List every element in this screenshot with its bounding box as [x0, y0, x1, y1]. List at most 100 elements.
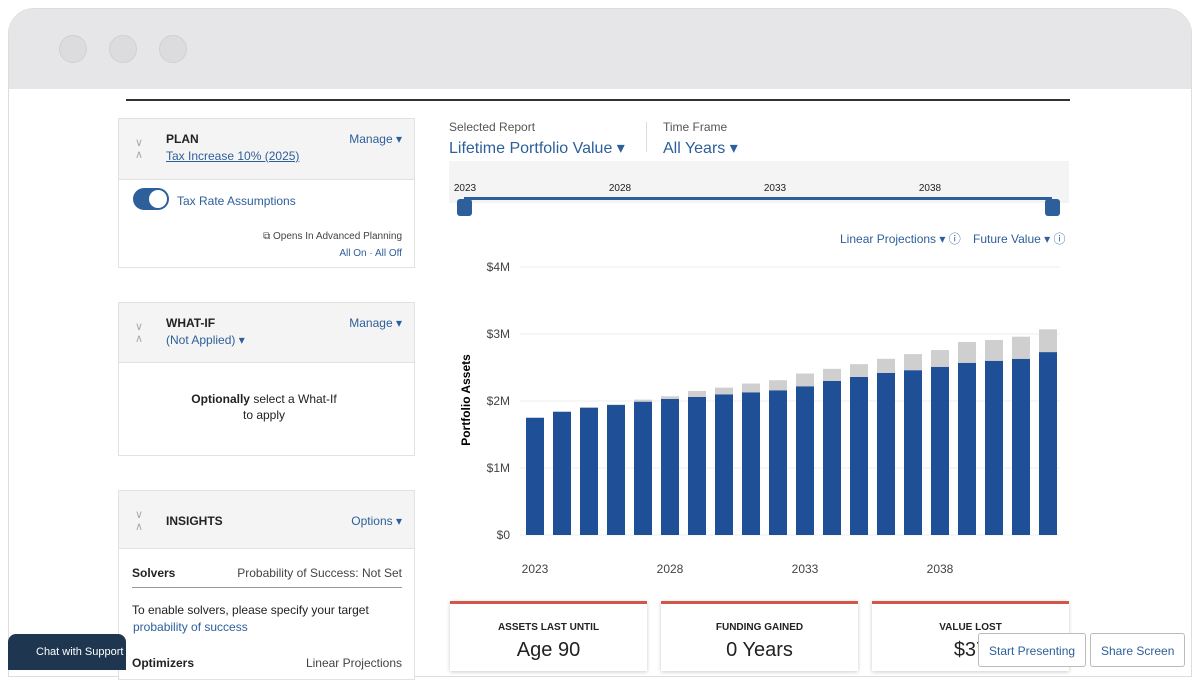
- bar: [661, 398, 679, 535]
- bar: [931, 366, 949, 535]
- note: ⧉ Opens In Advanced Planning: [263, 231, 402, 242]
- card-label: ASSETS LAST UNTIL: [497, 622, 600, 633]
- manage-text: Manage: [349, 132, 393, 146]
- projection-select[interactable]: Linear Projections ▾ ⓘ: [840, 232, 961, 246]
- message: select a What-If to apply: [242, 392, 337, 422]
- x-tick-label: 2033: [792, 562, 819, 576]
- y-tick-label: $3M: [487, 327, 510, 341]
- message-bold: Optionally: [191, 392, 250, 406]
- bar: [796, 386, 814, 535]
- bar: [580, 407, 598, 408]
- bar: [526, 417, 544, 535]
- bar: [661, 396, 679, 399]
- bar: [1012, 358, 1030, 535]
- share-screen[interactable]: Share Screen: [1090, 633, 1186, 667]
- status-text: (Not Applied): [166, 333, 236, 347]
- plan-link[interactable]: Tax Increase 10% (2025): [166, 149, 300, 163]
- optimizers: Optimizers: [132, 656, 195, 670]
- value-select[interactable]: Future Value ▾ ⓘ: [973, 232, 1066, 246]
- whatif-status[interactable]: (Not Applied) ▾: [166, 333, 245, 347]
- enable-link[interactable]: probability of success: [133, 620, 248, 634]
- all-on[interactable]: All On: [339, 248, 367, 259]
- manage[interactable]: Manage ▾: [349, 132, 402, 146]
- value-text: Future Value: [973, 232, 1041, 246]
- toggle-label[interactable]: Tax Rate Assumptions: [177, 194, 296, 208]
- bar: [715, 394, 733, 535]
- y-tick-label: $1M: [487, 461, 510, 475]
- options-text: Options: [351, 514, 393, 528]
- plan-panel: ∨ ∧ PLAN Manage ▾ Tax Increase 10% (2025)…: [118, 118, 415, 268]
- bar: [1039, 329, 1057, 353]
- bar: [580, 407, 598, 535]
- projection-text: Linear Projections: [840, 232, 937, 246]
- bar: [769, 390, 787, 535]
- manage[interactable]: Manage ▾: [349, 316, 402, 330]
- report-select[interactable]: Lifetime Portfolio Value ▾: [449, 140, 625, 157]
- whatif-message: Optionally select a What-If to apply: [189, 391, 339, 423]
- solvers: Solvers: [132, 566, 176, 580]
- all-off[interactable]: All Off: [374, 248, 402, 259]
- timeline: 2023 2028 2033 2038: [449, 161, 1069, 216]
- y-axis-title: Portfolio Assets: [459, 354, 473, 446]
- browser-chrome: [9, 9, 1191, 89]
- report-label: Selected Report: [449, 120, 536, 134]
- bar: [607, 404, 625, 406]
- bar: [634, 399, 652, 402]
- y-tick-label: $0: [497, 528, 511, 542]
- bar: [688, 396, 706, 535]
- bar: [985, 360, 1003, 535]
- window-button[interactable]: [109, 35, 137, 63]
- bar: [634, 401, 652, 535]
- timeline-label: 2023: [453, 183, 477, 194]
- projections: Linear Projections: [305, 656, 402, 670]
- manage-text: Manage: [349, 316, 393, 330]
- bar: [823, 380, 841, 535]
- y-tick-label: $4M: [487, 260, 510, 274]
- options[interactable]: Options ▾: [351, 514, 402, 528]
- insights-panel: ∨ ∧ INSIGHTS Options ▾ Solvers Probabilit…: [118, 490, 415, 680]
- y-tick-label: $2M: [487, 394, 510, 408]
- card-value: 0 Years: [726, 639, 793, 661]
- toggle-all: All On · All Off: [339, 248, 402, 259]
- bar: [904, 354, 922, 371]
- card-value: Age 90: [516, 639, 581, 661]
- bar: [715, 387, 733, 395]
- summary-card: FUNDING GAINED 0 Years: [661, 601, 858, 671]
- timeframe-value: All Years: [663, 140, 726, 157]
- chat-support[interactable]: Chat with Support: [8, 634, 126, 670]
- x-tick-label: 2028: [657, 562, 684, 576]
- chart: Portfolio Assets $0 $1M $2M $3M $4M 2023 2028 2…: [459, 260, 1060, 576]
- timeline-label: 2038: [918, 183, 942, 194]
- bar: [553, 411, 571, 535]
- bar: [742, 392, 760, 535]
- bar: [769, 380, 787, 391]
- card-label: FUNDING GAINED: [715, 622, 804, 633]
- bar: [877, 372, 895, 535]
- bar: [823, 368, 841, 381]
- bar: [850, 364, 868, 377]
- bar: [796, 373, 814, 387]
- insights-title: INSIGHTS: [166, 514, 223, 528]
- window-button[interactable]: [59, 35, 87, 63]
- timeframe-select[interactable]: All Years ▾: [663, 140, 738, 157]
- whatif-title: WHAT-IF: [166, 316, 216, 330]
- bar: [850, 376, 868, 535]
- window-button[interactable]: [159, 35, 187, 63]
- start-presenting[interactable]: Start Presenting: [978, 633, 1087, 667]
- bar: [1039, 352, 1057, 535]
- plan-title: PLAN: [166, 132, 199, 146]
- probability: Probability of Success: Not Set: [237, 566, 402, 580]
- whatif-panel: ∨ ∧ WHAT-IF Manage ▾ (Not Applied) ▾ Opti…: [118, 302, 415, 456]
- report-value: Lifetime Portfolio Value: [449, 140, 613, 157]
- bar: [904, 370, 922, 535]
- bar: [1012, 336, 1030, 359]
- slider-handle[interactable]: [1045, 199, 1060, 216]
- header-rule: [126, 99, 1070, 101]
- bar: [877, 358, 895, 373]
- timeline-label: 2028: [608, 183, 632, 194]
- slider-handle[interactable]: [457, 199, 472, 216]
- x-tick-label: 2038: [927, 562, 954, 576]
- bar: [958, 342, 976, 363]
- toggle[interactable]: [133, 188, 169, 210]
- x-tick-label: 2023: [522, 562, 549, 576]
